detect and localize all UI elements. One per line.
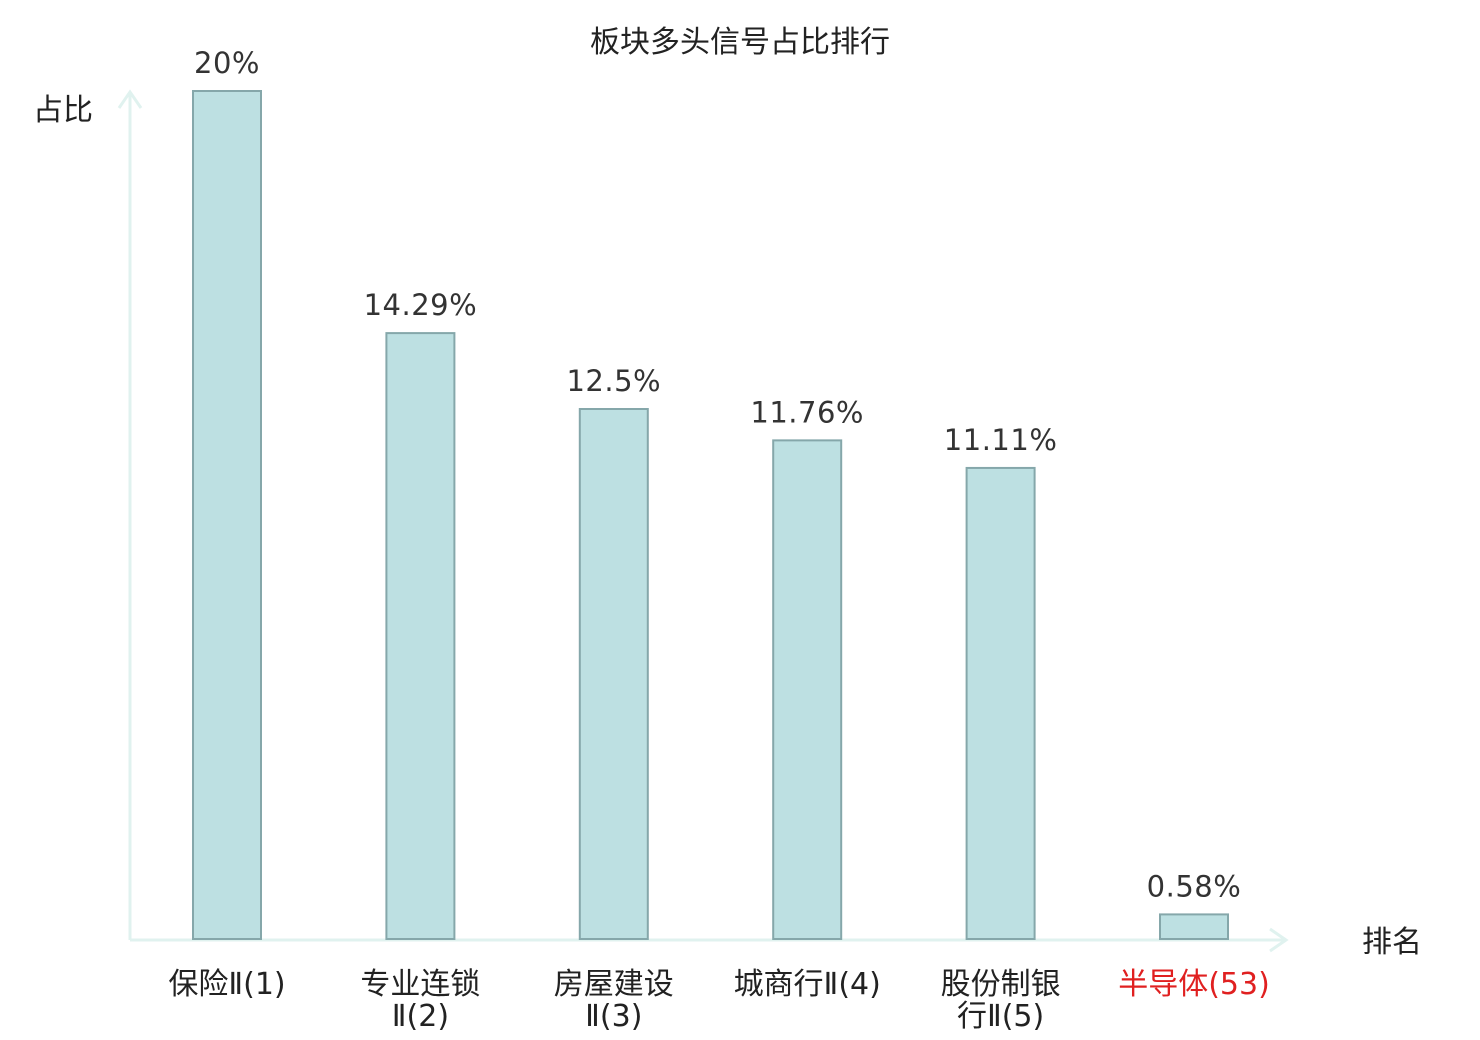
- value-label-2: 14.29%: [364, 288, 478, 322]
- value-label-3: 12.5%: [566, 364, 661, 398]
- bar-3: [578, 408, 649, 940]
- axes: [117, 89, 1289, 953]
- bars: [192, 90, 1229, 941]
- x-axis-arrow-icon: [1269, 927, 1289, 953]
- category-label-4: 城商行Ⅱ(4): [734, 967, 881, 1002]
- y-axis-arrow-icon: [117, 89, 143, 109]
- category-label-1: 保险Ⅱ(1): [168, 967, 285, 1002]
- bar-1: [192, 90, 262, 940]
- category-labels: 保险Ⅱ(1) 专业连锁 Ⅱ(2) 房屋建设 Ⅱ(3) 城商行Ⅱ(4) 股份制银行Ⅱ(5) 半导…: [168, 967, 1269, 1034]
- category-label-6: 半导体(53): [1118, 967, 1270, 1002]
- x-axis-label: 排名: [1362, 925, 1422, 960]
- value-label-6: 0.58%: [1147, 869, 1242, 903]
- value-labels: 20% 14.29% 12.5% 11.76% 11.11% 0.58%: [194, 46, 1241, 903]
- value-label-4: 11.76%: [750, 395, 864, 429]
- category-label-3: 房屋建设 Ⅱ(3): [554, 967, 674, 1034]
- chart-title: 板块多头信号占比排行: [590, 25, 890, 60]
- category-label-5: 股份制银行Ⅱ(5): [941, 967, 1061, 1034]
- bar-4: [772, 439, 843, 940]
- bar-5: [965, 466, 1036, 940]
- value-label-5: 11.11%: [944, 423, 1058, 457]
- bar-6: [1159, 913, 1229, 941]
- y-axis-label: 占比: [33, 93, 93, 128]
- bar-2: [385, 332, 456, 940]
- category-label-2: 专业连锁 Ⅱ(2): [360, 967, 480, 1034]
- value-label-1: 20%: [194, 46, 260, 80]
